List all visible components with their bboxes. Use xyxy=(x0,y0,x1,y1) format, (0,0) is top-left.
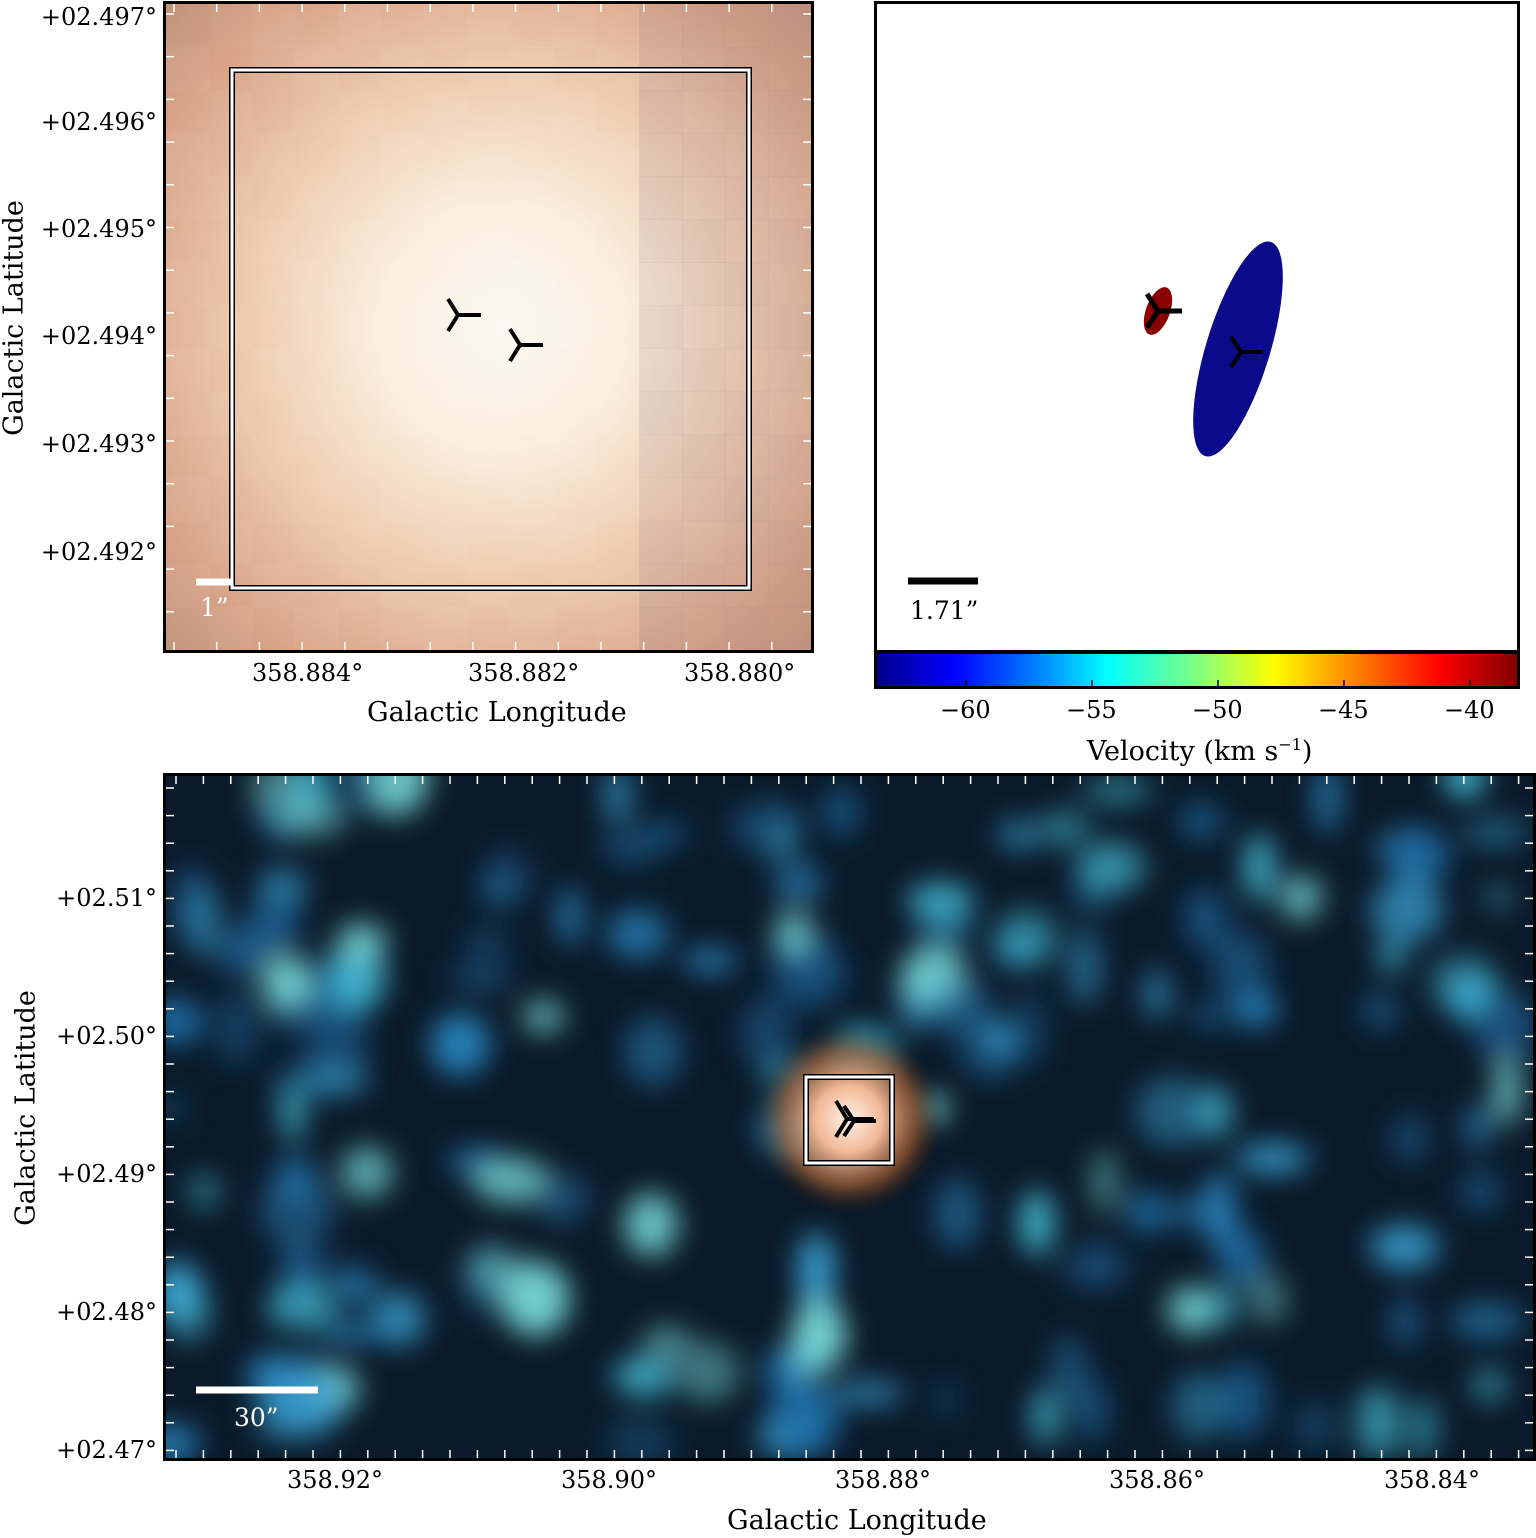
scale-bar-label: 30” xyxy=(234,1403,279,1432)
colorbar-tick-label: −60 xyxy=(940,696,991,724)
colorbar-tick-label: −55 xyxy=(1066,696,1117,724)
bottom-sky-image xyxy=(166,776,1533,1458)
source-marker-icon xyxy=(446,297,481,333)
y-axis-title: Galactic Latitude xyxy=(10,990,42,1226)
top-left-image-panel: 1” xyxy=(163,1,814,653)
x-tick-label: 358.92° xyxy=(287,1466,383,1494)
velocity-ellipses xyxy=(908,241,1283,585)
source-marker-icon xyxy=(1229,335,1263,369)
colorbar-title: Velocity (km s−1) xyxy=(1087,735,1313,767)
y-tick-label: +02.496° xyxy=(40,108,157,136)
scale-bar-label: 1.71” xyxy=(910,596,979,625)
y-axis-title: Galactic Latitude xyxy=(0,200,30,436)
x-tick-label: 358.84° xyxy=(1384,1466,1480,1494)
y-tick-label: +02.495° xyxy=(40,215,157,243)
x-axis-title: Galactic Longitude xyxy=(367,697,627,728)
colorbar-ticks xyxy=(965,680,1471,688)
x-tick-label: 358.884° xyxy=(252,659,364,687)
colorbar-title-text: Velocity (km s xyxy=(1087,736,1279,767)
y-tick-label: +02.492° xyxy=(40,538,157,566)
colorbar-tick-label: −45 xyxy=(1318,696,1369,724)
top-left-pixel-image xyxy=(166,4,811,650)
colorbar-title-sup: −1 xyxy=(1278,735,1302,754)
x-tick-label: 358.882° xyxy=(468,659,580,687)
y-tick-label: +02.49° xyxy=(56,1160,157,1188)
y-tick-label: +02.48° xyxy=(56,1298,157,1326)
y-tick-label: +02.494° xyxy=(40,322,157,350)
colorbar xyxy=(874,651,1520,689)
x-tick-label: 358.880° xyxy=(684,659,796,687)
colorbar-title-end: ) xyxy=(1301,736,1313,767)
x-axis-title: Galactic Longitude xyxy=(727,1505,987,1536)
x-tick-label: 358.90° xyxy=(561,1466,657,1494)
y-tick-label: +02.51° xyxy=(56,884,157,912)
scale-bar-label: 1” xyxy=(200,593,229,622)
y-tick-label: +02.493° xyxy=(40,430,157,458)
colorbar-tick-label: −50 xyxy=(1192,696,1243,724)
bottom-image-panel: 30” xyxy=(163,773,1536,1461)
source-marker-icon xyxy=(1144,292,1182,330)
y-tick-label: +02.47° xyxy=(56,1436,157,1464)
y-tick-label: +02.497° xyxy=(40,3,157,31)
y-tick-label: +02.50° xyxy=(56,1022,157,1050)
source-marker-icon xyxy=(834,1099,876,1139)
x-tick-label: 358.88° xyxy=(835,1466,931,1494)
source-marker-icon xyxy=(508,327,543,363)
x-tick-label: 358.86° xyxy=(1109,1466,1205,1494)
velocity-map-panel: 1.71” xyxy=(874,1,1520,653)
colorbar-tick-label: −40 xyxy=(1444,696,1495,724)
